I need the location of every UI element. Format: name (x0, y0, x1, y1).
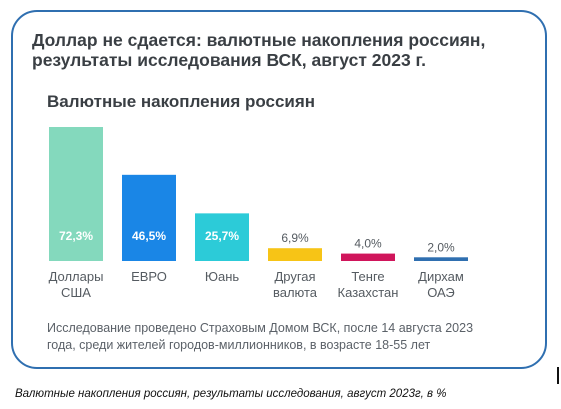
headline-line-2: результаты исследования ВСК, август 2023… (32, 50, 426, 70)
category-label-3-line-1: Юань (205, 269, 240, 284)
bar-4 (268, 248, 322, 261)
category-label-5-line-1: Тенге (351, 269, 384, 284)
value-label-2: 46,5% (132, 229, 166, 243)
bar-6 (414, 257, 468, 261)
figure-caption: Валютные накопления россиян, результаты … (15, 388, 447, 400)
category-label-1-line-2: США (61, 285, 91, 300)
headline: Доллар не сдается: валютные накопления р… (32, 30, 537, 70)
headline-line-1: Доллар не сдается: валютные накопления р… (32, 30, 486, 50)
value-label-4: 6,9% (281, 231, 309, 245)
bar-3 (195, 213, 249, 261)
value-label-6: 2,0% (427, 240, 455, 254)
category-label-4-line-1: Другая (274, 269, 315, 284)
value-label-3: 25,7% (205, 229, 239, 243)
bar-5 (341, 253, 395, 261)
category-label-6-line-1: Дирхам (418, 269, 464, 284)
footnote-line-2: года, среди жителей городов-миллионников… (47, 338, 431, 352)
value-label-1: 72,3% (59, 229, 93, 243)
category-label-1-line-1: Доллары (49, 269, 104, 284)
category-label-4-line-2: валюта (273, 285, 318, 300)
bar-2 (122, 174, 176, 261)
category-label-6-line-2: ОАЭ (427, 285, 455, 300)
category-label-2-line-1: ЕВРО (131, 269, 167, 284)
footnote-line-1: Исследование проведено Страховым Домом В… (47, 321, 474, 335)
text-cursor (557, 367, 559, 384)
chart-title: Валютные накопления россиян (47, 92, 316, 111)
category-label-5-line-2: Казахстан (338, 285, 399, 300)
bar-1 (49, 127, 103, 261)
footnote: Исследование проведено Страховым Домом В… (47, 320, 527, 354)
value-label-5: 4,0% (354, 237, 382, 251)
